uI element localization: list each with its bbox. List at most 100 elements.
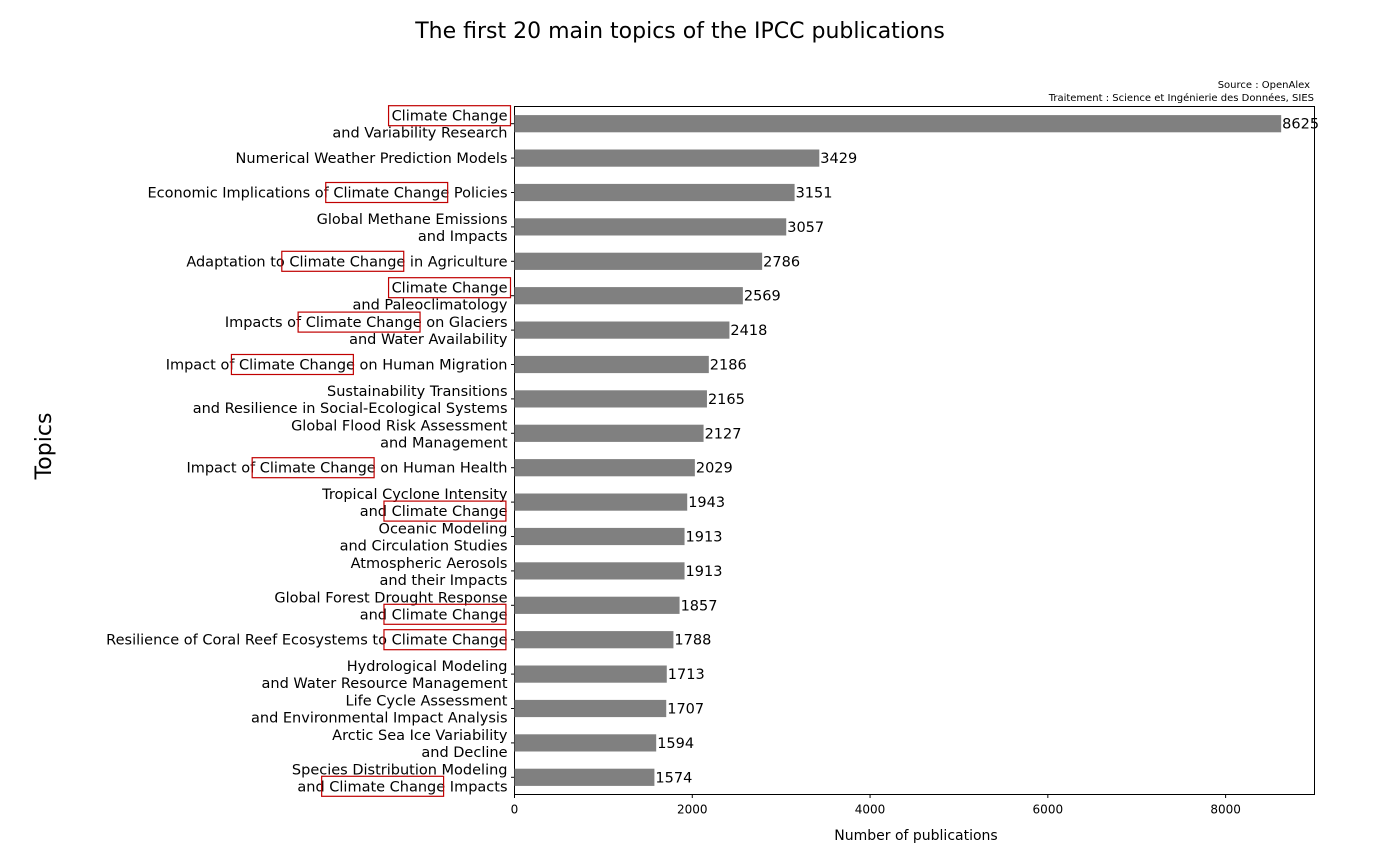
- x-tick-label: 0: [511, 803, 519, 817]
- bar-value-label: 2569: [744, 289, 781, 305]
- category-label: Adaptation to Climate Change in Agricult…: [186, 254, 507, 270]
- category-label: and Water Resource Management: [262, 676, 508, 692]
- category-label: and Paleoclimatology: [353, 298, 508, 314]
- highlight-box: [251, 457, 375, 479]
- bar: [514, 115, 1282, 133]
- bar-value-label: 1913: [686, 530, 723, 546]
- bar: [514, 527, 685, 546]
- highlight-box: [383, 629, 507, 651]
- category-label: and Climate Change Impacts: [297, 779, 507, 795]
- x-tick-label: 6000: [1033, 803, 1064, 817]
- bar: [514, 596, 680, 614]
- category-label: Climate Change: [392, 281, 508, 297]
- bar: [514, 218, 787, 236]
- bar-value-label: 1857: [681, 598, 718, 614]
- chart-title: The first 20 main topics of the IPCC pub…: [414, 19, 945, 44]
- bar: [514, 493, 688, 511]
- category-label: Atmospheric Aerosols: [351, 556, 508, 572]
- highlight-box: [387, 277, 512, 299]
- x-tick-label: 8000: [1210, 803, 1241, 817]
- category-label: Impact of Climate Change on Human Migrat…: [166, 358, 508, 374]
- bar-value-label: 2418: [730, 323, 767, 339]
- category-label: and Climate Change: [360, 607, 508, 623]
- category-label: and Circulation Studies: [340, 539, 508, 555]
- bar: [514, 183, 795, 202]
- bar-value-label: 3057: [787, 220, 824, 236]
- bar-value-label: 8625: [1282, 117, 1319, 133]
- bar-value-label: 2127: [705, 426, 742, 442]
- highlight-box: [383, 500, 507, 522]
- y-axis-label: Topics: [32, 413, 57, 481]
- category-label: Arctic Sea Ice Variability: [332, 728, 508, 744]
- bar-value-label: 3429: [820, 151, 857, 167]
- processing-note: Traitement : Science et Ingénierie des D…: [1048, 92, 1314, 104]
- x-tick-label: 4000: [855, 803, 886, 817]
- bar: [514, 631, 674, 649]
- bar: [514, 252, 763, 270]
- category-label: and Management: [380, 435, 508, 451]
- category-label: Species Distribution Modeling: [292, 762, 508, 778]
- bar: [514, 424, 704, 442]
- bar-value-label: 1574: [655, 770, 692, 786]
- category-label: Tropical Cyclone Intensity: [321, 487, 508, 503]
- bar: [514, 699, 667, 718]
- category-label: Global Forest Drought Response: [274, 590, 507, 606]
- bar-value-label: 1943: [688, 495, 725, 511]
- category-label: Numerical Weather Prediction Models: [236, 151, 508, 167]
- bar-value-label: 1713: [668, 667, 705, 683]
- bar: [514, 459, 695, 477]
- category-label: and Variability Research: [332, 126, 507, 142]
- highlight-box: [230, 353, 354, 376]
- bar: [514, 287, 743, 305]
- category-label: Oceanic Modeling: [379, 522, 508, 538]
- category-label: Impact of Climate Change on Human Health: [186, 461, 507, 477]
- bar-value-label: 1594: [657, 736, 694, 752]
- category-label: Life Cycle Assessment: [346, 694, 508, 710]
- category-label: and Impacts: [418, 229, 508, 245]
- bar-value-label: 2165: [708, 392, 745, 408]
- bar-value-label: 1707: [667, 702, 704, 718]
- category-label: Climate Change: [392, 109, 508, 125]
- bar-value-label: 1788: [674, 633, 711, 649]
- category-label: Impacts of Climate Change on Glaciers: [225, 315, 508, 331]
- bar: [514, 321, 730, 339]
- category-label: Sustainability Transitions: [327, 384, 507, 400]
- category-label: and Decline: [421, 745, 507, 761]
- category-label: and their Impacts: [380, 573, 508, 589]
- category-label: and Environmental Impact Analysis: [251, 711, 508, 727]
- bar: [514, 390, 707, 408]
- highlight-box: [281, 250, 405, 272]
- bars-group: 8625 3429 3151 3057 2786 2569 2418 2186 2165 2127…: [514, 115, 1319, 786]
- bar: [514, 562, 685, 580]
- highlight-box: [325, 181, 449, 204]
- highlight-box: [387, 105, 512, 127]
- bar-value-label: 2186: [710, 358, 747, 374]
- bar: [514, 734, 657, 752]
- category-label: Economic Implications of Climate Change …: [147, 186, 507, 202]
- highlight-box: [321, 775, 445, 797]
- category-label: and Resilience in Social-Ecological Syst…: [193, 401, 508, 417]
- category-label: and Water Availability: [349, 332, 508, 348]
- x-axis-label: Number of publications: [834, 828, 997, 844]
- highlight-box: [297, 311, 421, 333]
- bar: [514, 768, 655, 786]
- category-label: Hydrological Modeling: [347, 659, 508, 675]
- category-label: Global Flood Risk Assessment: [291, 418, 508, 434]
- bar-value-label: 3151: [796, 186, 833, 202]
- category-label: and Climate Change: [360, 504, 508, 520]
- bar: [514, 355, 709, 374]
- plot-area-frame: [514, 106, 1315, 795]
- bar-value-label: 1913: [686, 564, 723, 580]
- category-label: Global Methane Emissions: [317, 212, 508, 228]
- bar: [514, 665, 667, 683]
- bar-value-label: 2786: [763, 254, 800, 270]
- highlight-box: [383, 603, 507, 625]
- category-label: Resilience of Coral Reef Ecosystems to C…: [106, 633, 507, 649]
- bar: [514, 149, 820, 167]
- x-tick-label: 2000: [677, 803, 708, 817]
- bar-value-label: 2029: [696, 461, 733, 477]
- source-note: Source : OpenAlex: [1218, 80, 1310, 91]
- x-ticks-group: 0 2000 4000 6000 8000: [511, 794, 1241, 817]
